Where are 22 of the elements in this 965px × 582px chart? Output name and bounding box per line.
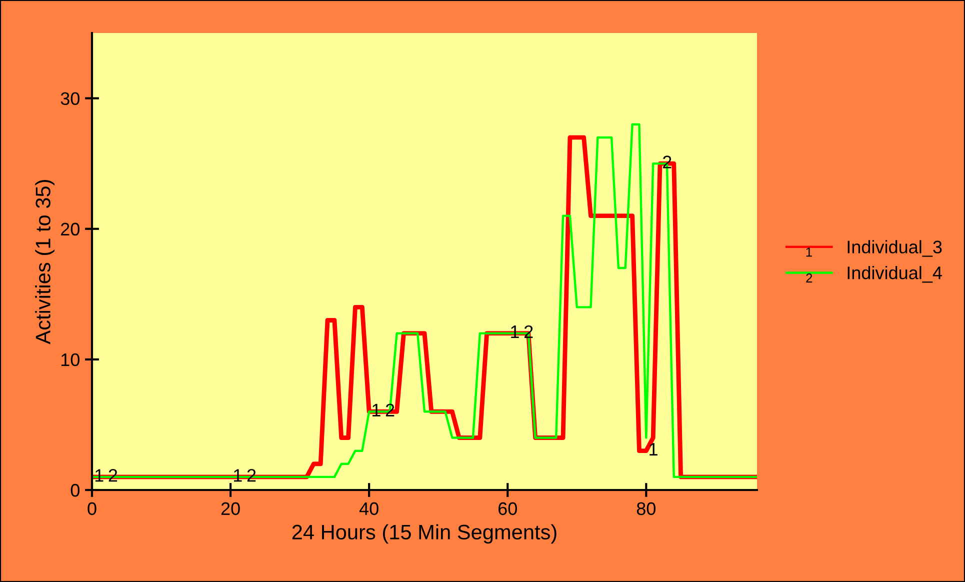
y-tick-label: 0 (70, 484, 80, 497)
legend-label: Individual_3 (848, 240, 942, 257)
x-tick-label: 60 (498, 502, 517, 516)
annotation: 2 (663, 156, 672, 168)
y-tick-label: 10 (61, 353, 80, 366)
x-tick-label: 0 (88, 502, 96, 516)
annotation: 2 (108, 469, 118, 482)
annotation: 1 (372, 404, 380, 416)
annotation: 1 (234, 469, 242, 482)
annotation: 2 (386, 404, 394, 416)
x-tick-label: 40 (359, 502, 378, 516)
y-tick-label: 20 (61, 222, 80, 236)
y-tick-label: 30 (60, 92, 80, 106)
annotation: 1 (95, 469, 104, 482)
annotation: 1 (511, 326, 519, 338)
annotation: 1 (650, 443, 658, 456)
x-tick-label: 80 (636, 502, 656, 516)
y-axis-title: Activities (1 to 35) (35, 180, 55, 344)
x-tick-label: 20 (221, 502, 240, 516)
annotation: 2 (247, 469, 256, 482)
legend-label: Individual_4 (848, 266, 942, 283)
x-axis-title: 24 Hours (15 Min Segments) (292, 524, 556, 544)
